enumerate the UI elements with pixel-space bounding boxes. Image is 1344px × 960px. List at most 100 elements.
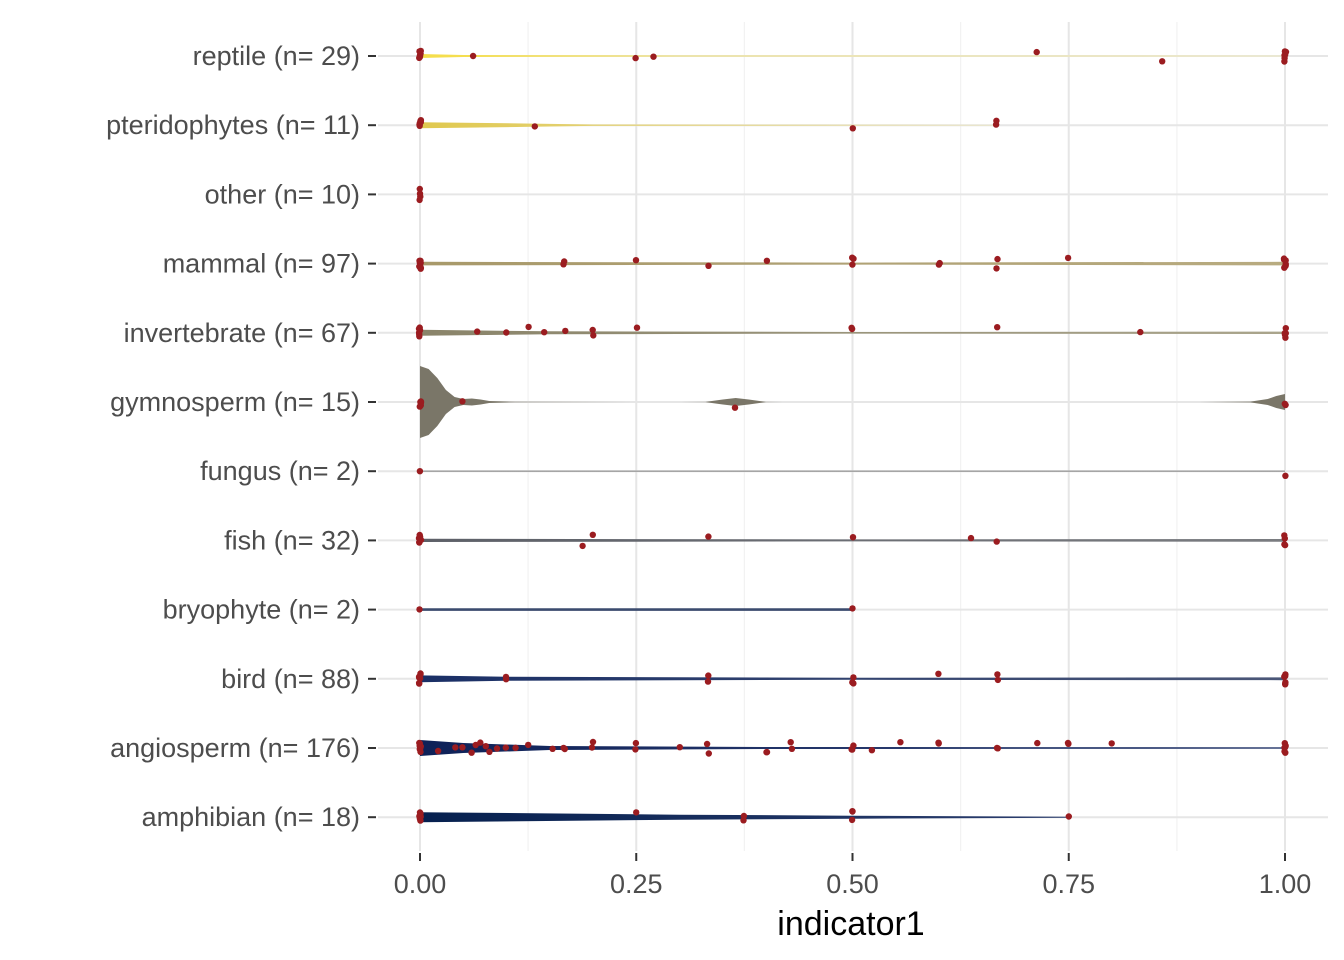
data-point xyxy=(992,121,1000,128)
data-point xyxy=(416,606,423,613)
x-tick-label: 1.00 xyxy=(1259,869,1312,899)
data-point xyxy=(868,747,876,754)
data-point xyxy=(452,744,459,751)
y-tick-label: bryophyte (n= 2) xyxy=(163,595,360,625)
data-point xyxy=(849,679,856,686)
data-point xyxy=(589,531,596,538)
data-point xyxy=(849,808,856,815)
data-point xyxy=(650,53,657,60)
data-point xyxy=(525,741,532,749)
data-point xyxy=(589,738,597,746)
data-point xyxy=(1034,739,1041,747)
data-point xyxy=(417,263,424,270)
data-point xyxy=(560,744,567,752)
data-point xyxy=(994,255,1001,263)
data-point xyxy=(1281,541,1289,549)
data-point xyxy=(705,533,712,540)
data-point xyxy=(459,744,466,751)
data-point xyxy=(590,332,597,339)
data-point xyxy=(589,326,596,334)
x-tick-label: 0.00 xyxy=(394,869,447,899)
data-point xyxy=(1065,740,1072,747)
data-point xyxy=(416,121,423,128)
y-tick-label: amphibian (n= 18) xyxy=(142,802,360,832)
data-point xyxy=(1282,401,1289,409)
y-tick-label: pteridophytes (n= 11) xyxy=(106,110,360,140)
data-point xyxy=(632,54,639,62)
data-point xyxy=(849,261,856,268)
data-point xyxy=(502,673,510,681)
data-point xyxy=(486,748,493,755)
x-tick-label: 0.50 xyxy=(826,869,879,899)
data-point xyxy=(416,190,424,197)
data-point xyxy=(849,605,856,612)
data-point xyxy=(1281,264,1288,271)
data-point xyxy=(493,745,501,752)
y-tick-label: other (n= 10) xyxy=(205,179,360,209)
y-tick-label: bird (n= 88) xyxy=(221,664,360,694)
data-point xyxy=(1108,740,1115,747)
data-point xyxy=(848,745,855,753)
data-point xyxy=(1281,52,1288,59)
data-point xyxy=(935,739,942,746)
data-point xyxy=(1282,334,1289,341)
data-point xyxy=(632,739,640,747)
data-point xyxy=(788,745,796,752)
data-point xyxy=(1065,813,1073,820)
data-point xyxy=(704,678,712,685)
data-point xyxy=(705,262,712,269)
data-point xyxy=(1137,328,1144,336)
data-point xyxy=(740,812,748,820)
y-tick-label: fish (n= 32) xyxy=(224,525,360,555)
data-point xyxy=(850,255,857,262)
data-point xyxy=(512,744,519,751)
data-point xyxy=(935,670,942,677)
data-point xyxy=(787,739,794,746)
y-tick-label: fungus (n= 2) xyxy=(200,456,360,486)
y-axis: reptile (n= 29) pteridophytes (n= 11) othe… xyxy=(106,41,376,832)
data-point xyxy=(561,258,568,265)
data-point xyxy=(993,265,1000,272)
data-point xyxy=(1282,671,1289,678)
x-tick-label: 0.75 xyxy=(1042,869,1095,899)
data-point xyxy=(415,325,423,332)
data-point xyxy=(416,54,423,62)
data-point xyxy=(1281,748,1288,755)
data-point xyxy=(967,534,975,542)
data-point xyxy=(417,743,424,750)
y-tick-label: angiosperm (n= 176) xyxy=(110,733,360,763)
data-point xyxy=(633,809,640,816)
data-point xyxy=(434,747,442,755)
point-layer xyxy=(415,47,1290,824)
data-point xyxy=(416,185,423,193)
data-point xyxy=(579,542,586,550)
grid-lines xyxy=(378,22,1328,851)
y-tick-label: gymnosperm (n= 15) xyxy=(110,387,360,417)
data-point xyxy=(588,744,596,751)
x-axis: 0.00 0.25 0.50 0.75 1.00 xyxy=(394,853,1312,899)
data-point xyxy=(415,535,423,542)
data-point xyxy=(676,744,683,751)
data-point xyxy=(459,398,466,405)
data-point xyxy=(935,261,943,268)
data-point xyxy=(1281,532,1288,539)
data-point xyxy=(1282,325,1290,332)
data-point xyxy=(763,749,770,756)
data-point xyxy=(897,739,904,746)
data-point xyxy=(1282,681,1289,688)
data-point xyxy=(632,257,640,264)
data-point xyxy=(549,745,556,752)
x-axis-title: indicator1 xyxy=(777,905,924,943)
data-point xyxy=(1282,472,1289,479)
data-point xyxy=(417,400,424,407)
y-tick-label: mammal (n= 97) xyxy=(163,249,360,279)
data-point xyxy=(848,816,856,824)
data-point xyxy=(415,679,423,687)
data-point xyxy=(731,404,739,411)
data-point xyxy=(469,52,477,60)
data-point xyxy=(633,324,641,331)
data-point xyxy=(417,817,424,824)
data-point xyxy=(632,746,639,753)
data-point xyxy=(1033,48,1040,56)
